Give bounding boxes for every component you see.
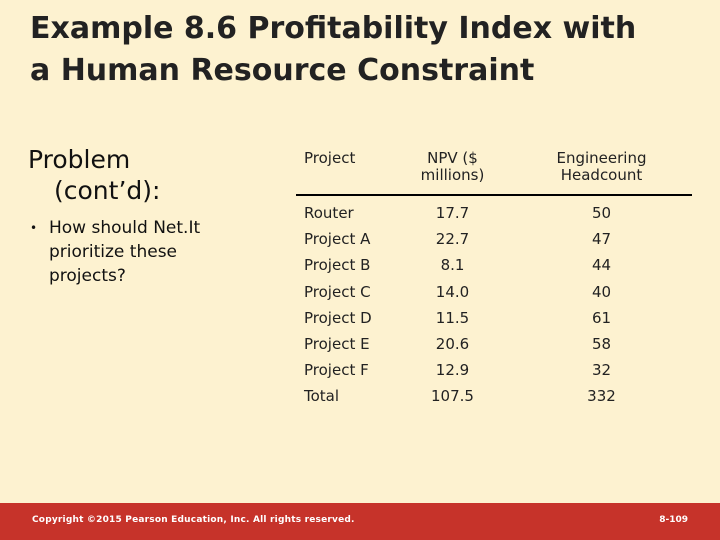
header-npv-line-2: millions): [420, 166, 485, 184]
cell-npv: 20.6: [435, 335, 470, 354]
bullet-icon: •: [30, 221, 38, 235]
cell-npv: 8.1: [440, 256, 465, 275]
bullet-text: How should Net.It prioritize these proje…: [49, 218, 201, 286]
header-project: Project: [296, 148, 394, 196]
cell-project: Project B: [304, 256, 371, 275]
problem-heading: Problem (cont’d):: [28, 144, 268, 206]
header-headcount-line-2: Headcount: [560, 166, 643, 184]
cell-headcount: 47: [591, 230, 612, 249]
cell-npv: 14.0: [435, 282, 470, 301]
cell-headcount: 32: [591, 361, 612, 380]
table-header-row: Project NPV ($ millions) Engineering Hea…: [296, 148, 692, 196]
cell-project: Project C: [304, 282, 371, 301]
cell-project: Project A: [304, 230, 371, 249]
table-row: Project F 12.9 32: [296, 357, 692, 383]
cell-headcount: 61: [591, 308, 612, 327]
table-row: Project E 20.6 58: [296, 331, 692, 357]
cell-npv: 17.7: [435, 204, 470, 223]
problem-heading-line-1: Problem: [28, 145, 131, 174]
copyright-text: Copyright ©2015 Pearson Education, Inc. …: [32, 515, 355, 525]
table-row: Project D 11.5 61: [296, 305, 692, 331]
slide-title-line-1: Example 8.6 Profitability Index with: [30, 11, 637, 46]
cell-npv: 12.9: [435, 361, 470, 380]
header-npv: NPV ($ millions): [394, 148, 509, 196]
cell-project: Router: [304, 204, 354, 223]
cell-headcount: 44: [591, 256, 612, 275]
cell-headcount: 50: [591, 204, 612, 223]
cell-project: Project D: [304, 308, 372, 327]
table-row: Project C 14.0 40: [296, 279, 692, 305]
cell-headcount: 40: [591, 282, 612, 301]
cell-npv: 22.7: [435, 230, 470, 249]
cell-headcount: 332: [587, 387, 616, 406]
problem-heading-line-2: (cont’d):: [54, 176, 161, 205]
footer-bar: Copyright ©2015 Pearson Education, Inc. …: [0, 503, 720, 540]
header-headcount: Engineering Headcount: [509, 148, 692, 196]
bullet-item: • How should Net.It prioritize these pro…: [28, 216, 258, 288]
projects-table: Project NPV ($ millions) Engineering Hea…: [296, 148, 692, 410]
cell-project: Project F: [304, 361, 369, 380]
table-row-total: Total 107.5 332: [296, 383, 692, 409]
cell-project: Project E: [304, 335, 370, 354]
cell-headcount: 58: [591, 335, 612, 354]
table-row: Project B 8.1 44: [296, 252, 692, 278]
cell-project: Total: [304, 387, 340, 406]
cell-npv: 107.5: [431, 387, 474, 406]
slide-title-line-2: a Human Resource Constraint: [30, 53, 535, 88]
header-headcount-line-1: Engineering: [556, 149, 647, 167]
table-row: Project A 22.7 47: [296, 226, 692, 252]
cell-npv: 11.5: [435, 308, 470, 327]
header-project-label: Project: [304, 149, 356, 167]
table-row: Router 17.7 50: [296, 195, 692, 226]
header-npv-line-1: NPV ($: [427, 149, 478, 167]
page-number: 8-109: [659, 515, 688, 525]
slide-title: Example 8.6 Profitability Index with a H…: [30, 8, 710, 92]
bullet-list: • How should Net.It prioritize these pro…: [28, 216, 258, 288]
